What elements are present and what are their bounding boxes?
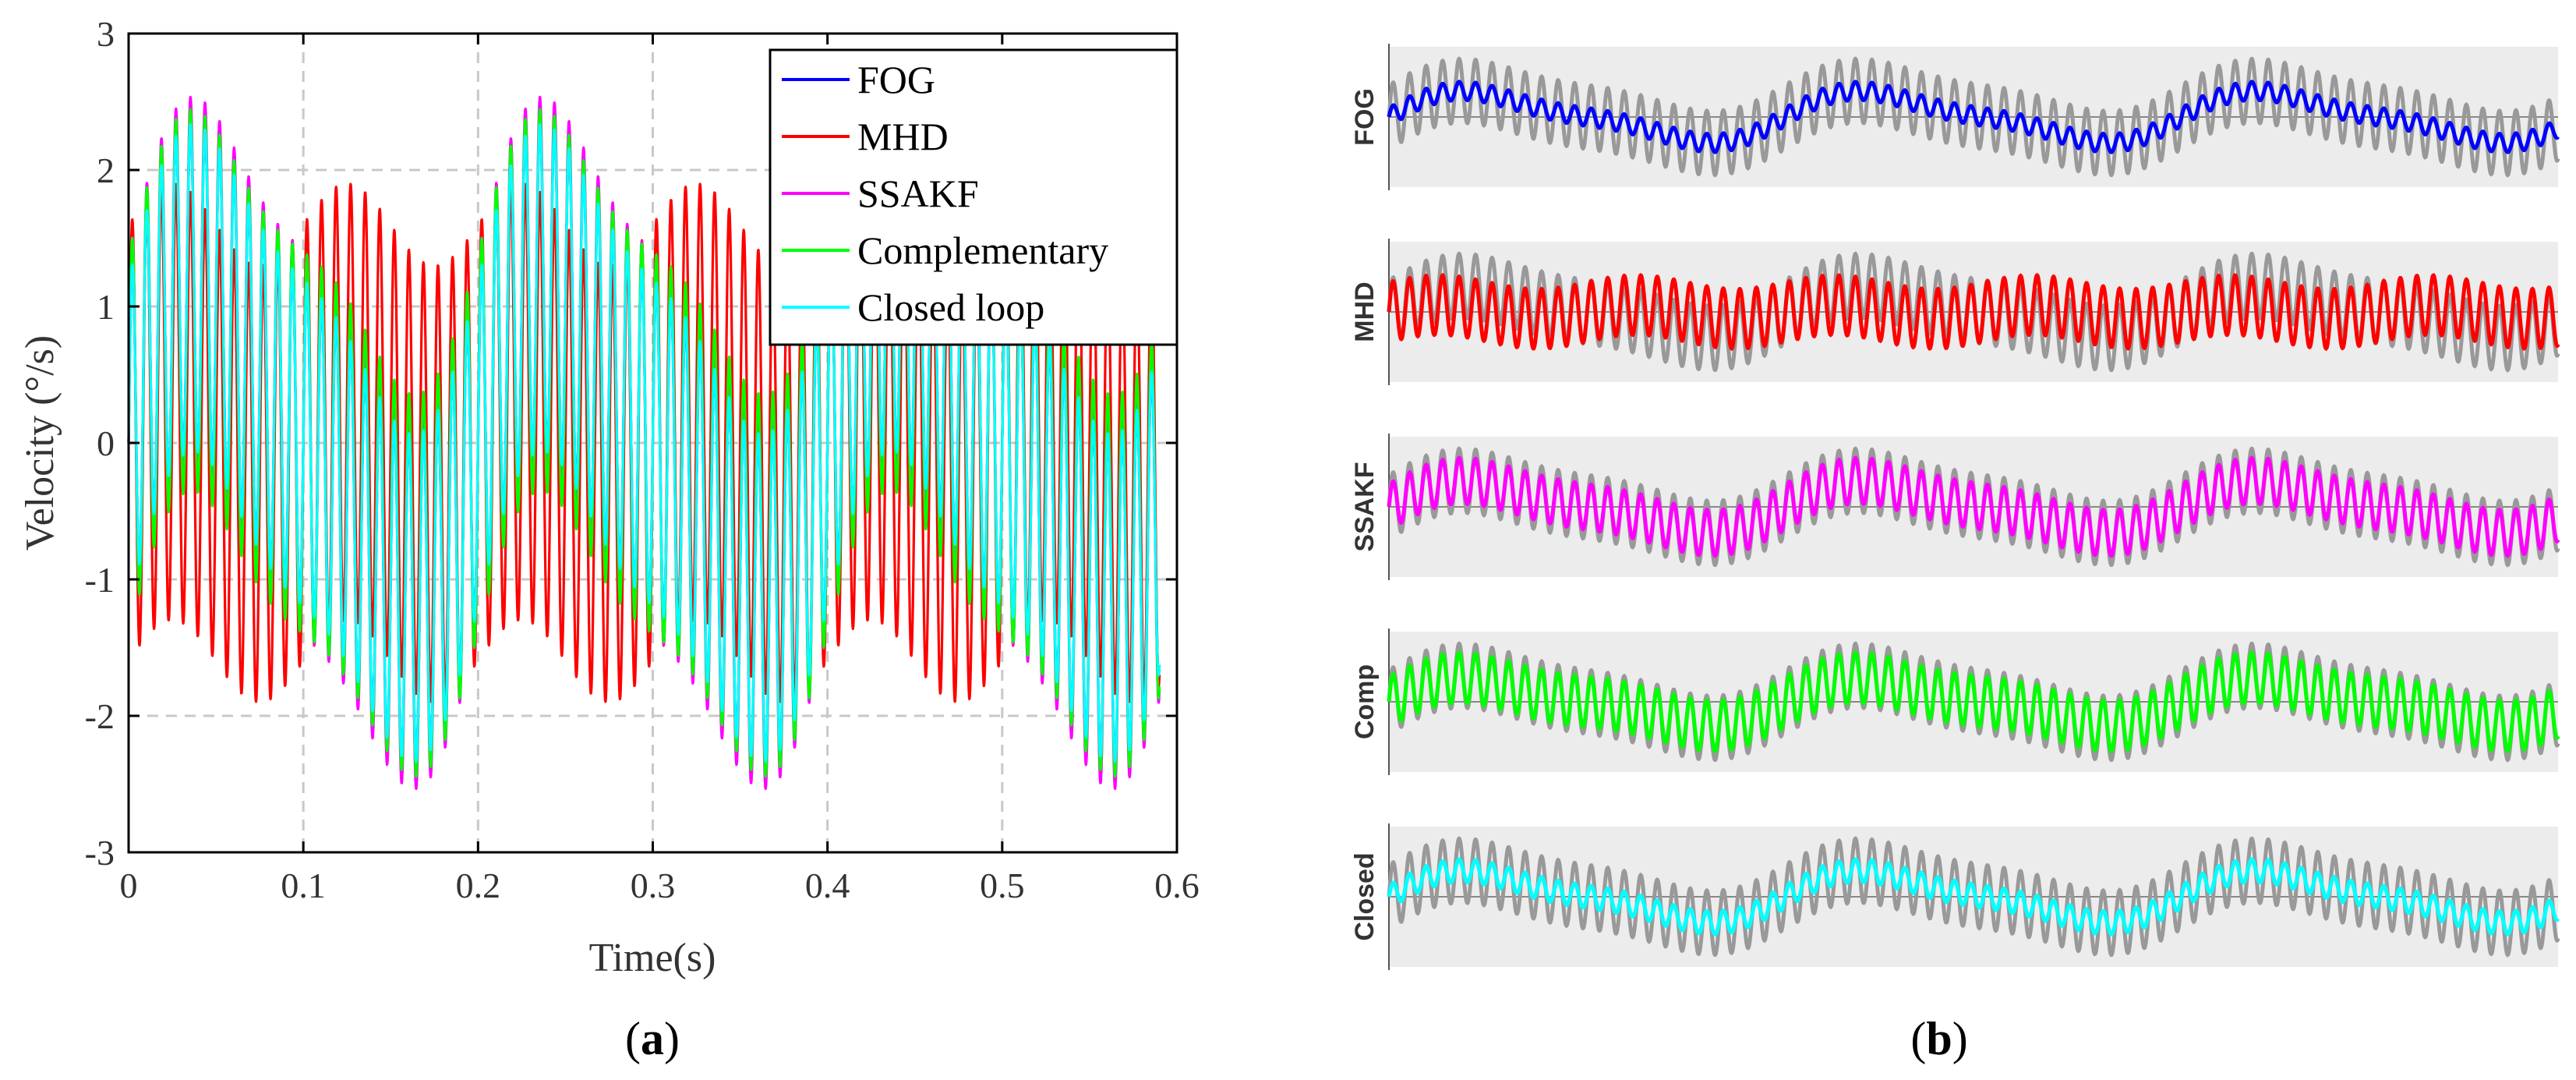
row-label: MHD	[1350, 282, 1380, 342]
panel-a-label: (a)	[625, 1013, 680, 1064]
series-line-mhd	[1387, 272, 2560, 352]
series-line-closed-loop	[127, 122, 1161, 763]
x-axis-title: Time(s)	[589, 936, 716, 980]
panel-a-letter: a	[641, 1013, 664, 1064]
tick-marks	[127, 32, 1178, 854]
row-ssakf: SSAKF	[1350, 434, 2560, 580]
legend-box	[769, 48, 1178, 346]
legend-label: Complementary	[857, 228, 1108, 272]
legend-label: FOG	[857, 58, 935, 101]
y-tick-label: -1	[85, 560, 115, 600]
x-tick-label: 0.4	[805, 866, 850, 905]
x-tick-label: 0.5	[980, 866, 1025, 905]
row-label: FOG	[1350, 88, 1380, 146]
y-tick-label: 0	[97, 423, 115, 463]
legend: FOG MHD SSAKF Complementary Closed loop	[769, 48, 1178, 346]
series-line-closed	[1387, 857, 2560, 937]
series-line-ssakf	[1387, 455, 2560, 558]
panel-b-label: (b)	[1910, 1013, 1967, 1064]
y-tick-label: 1	[97, 287, 115, 327]
row-label: SSAKF	[1350, 462, 1380, 551]
x-tick-label: 0.6	[1154, 866, 1200, 905]
row-closed: Closed	[1350, 823, 2560, 970]
y-tick-label: -2	[85, 696, 115, 736]
y-tick-label: 3	[97, 14, 115, 54]
legend-label: SSAKF	[857, 172, 979, 215]
y-tick-label: 2	[97, 150, 115, 190]
row-mhd: MHD	[1350, 239, 2560, 385]
row-label: Closed	[1350, 852, 1380, 940]
y-tick-label: -3	[85, 833, 115, 873]
row-fog: FOG	[1350, 44, 2560, 190]
row-group: FOG MHD SSAKF Comp Closed	[1350, 44, 2560, 970]
series-line-comp	[1387, 650, 2560, 754]
x-tick-label: 0	[120, 866, 138, 905]
tick-labels: 0 0.1 0.2 0.3 0.4 0.5 0.6 -3 -2 -1 0 1 2 3	[85, 14, 1200, 905]
row-label: Comp	[1350, 664, 1380, 739]
x-tick-label: 0.1	[281, 866, 326, 905]
legend-label: MHD	[857, 115, 949, 158]
legend-label: Closed loop	[857, 285, 1044, 329]
panel-b-letter: b	[1926, 1013, 1952, 1064]
y-axis-title: Velocity (°/s)	[18, 335, 62, 551]
x-tick-label: 0.3	[631, 866, 676, 905]
x-tick-label: 0.2	[456, 866, 501, 905]
panel-b-stacked-lines: FOG MHD SSAKF Comp Closed (b)	[1350, 44, 2560, 1064]
panel-a-line-chart: 0 0.1 0.2 0.3 0.4 0.5 0.6 -3 -2 -1 0 1 2 3 Time(s) Ve…	[18, 14, 1200, 1064]
series-line-fog	[1387, 80, 2560, 154]
row-comp: Comp	[1350, 629, 2560, 775]
series-group	[127, 95, 1161, 791]
